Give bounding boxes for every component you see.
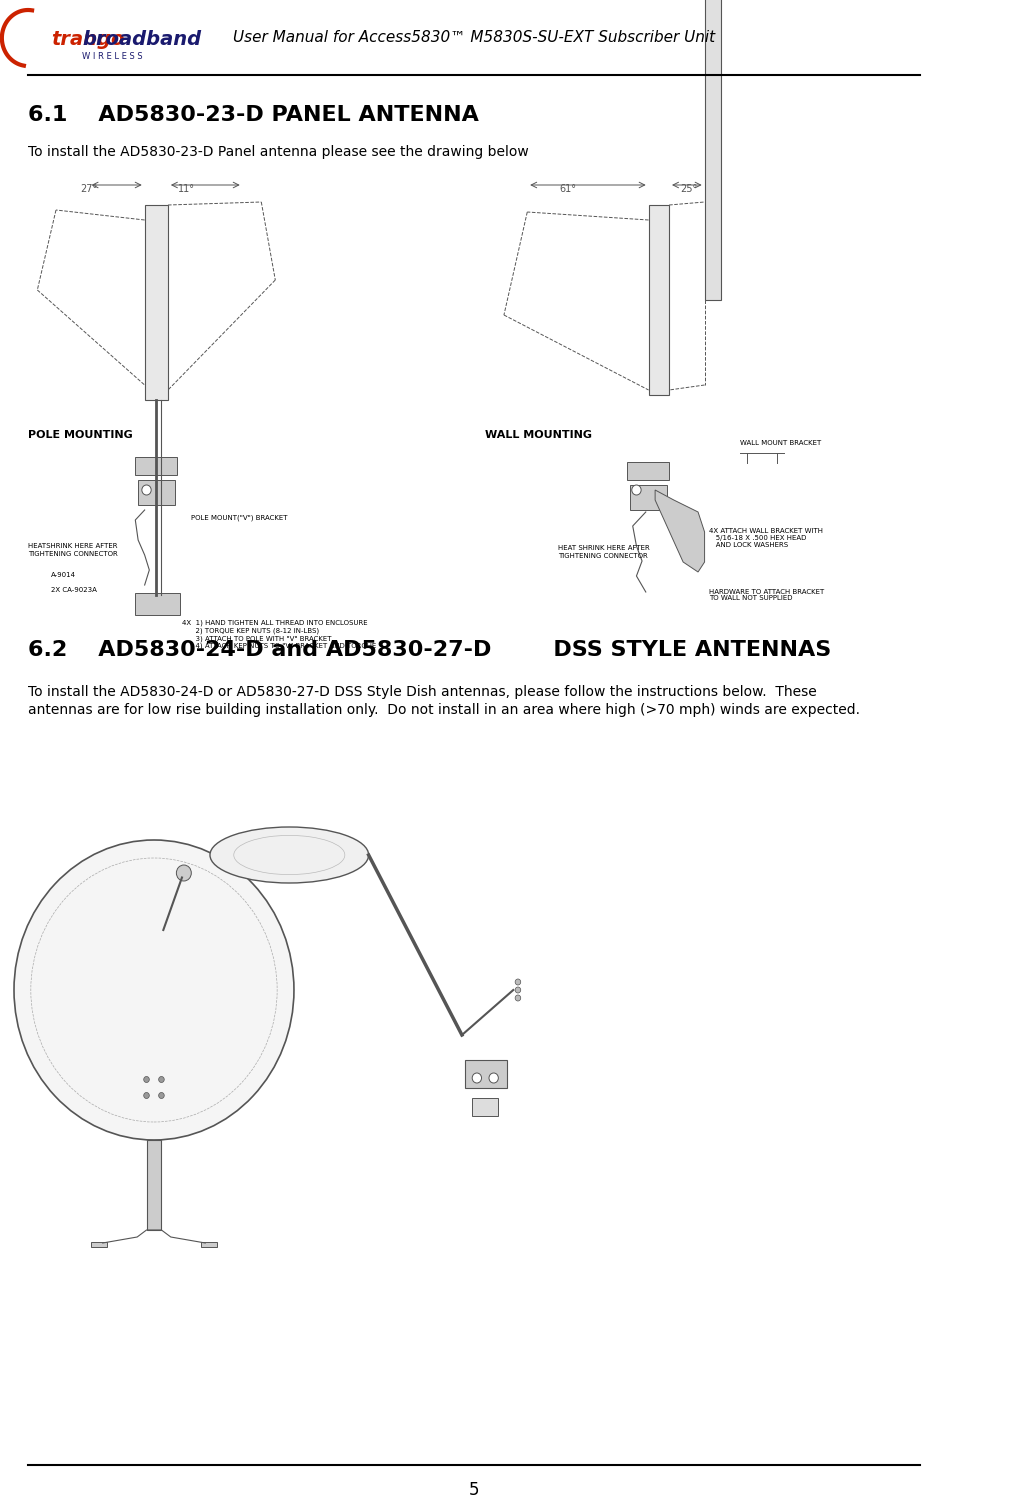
Circle shape xyxy=(177,865,191,881)
Bar xyxy=(200,1242,217,1246)
Text: 6.1    AD5830-23-D PANEL ANTENNA: 6.1 AD5830-23-D PANEL ANTENNA xyxy=(28,106,479,125)
Text: POLE MOUNTING: POLE MOUNTING xyxy=(28,430,133,441)
Text: WALL MOUNTING: WALL MOUNTING xyxy=(486,430,592,441)
Bar xyxy=(472,1099,498,1117)
Circle shape xyxy=(143,1093,149,1099)
Text: trango: trango xyxy=(52,30,125,48)
Bar xyxy=(146,1139,162,1230)
Text: POLE MOUNT("V") BRACKET: POLE MOUNT("V") BRACKET xyxy=(191,515,288,521)
Text: antennas are for low rise building installation only.  Do not install in an area: antennas are for low rise building insta… xyxy=(28,703,860,717)
Circle shape xyxy=(515,979,521,985)
Text: 11°: 11° xyxy=(178,184,195,195)
Bar xyxy=(90,1242,108,1246)
Circle shape xyxy=(158,1076,165,1082)
Circle shape xyxy=(142,484,151,495)
Ellipse shape xyxy=(210,827,369,883)
Circle shape xyxy=(632,484,641,495)
Text: User Manual for Access5830™ M5830S-SU-EXT Subscriber Unit: User Manual for Access5830™ M5830S-SU-EX… xyxy=(233,30,715,45)
Circle shape xyxy=(143,1076,149,1082)
Text: 25°: 25° xyxy=(680,184,697,195)
Text: 4X ATTACH WALL BRACKET WITH
   5/16-18 X .500 HEX HEAD
   AND LOCK WASHERS: 4X ATTACH WALL BRACKET WITH 5/16-18 X .5… xyxy=(709,528,823,548)
Circle shape xyxy=(158,1093,165,1099)
Bar xyxy=(138,480,176,506)
Text: HEATSHRINK HERE AFTER
TIGHTENING CONNECTOR: HEATSHRINK HERE AFTER TIGHTENING CONNECT… xyxy=(28,543,118,557)
Text: 61°: 61° xyxy=(559,184,576,195)
Circle shape xyxy=(472,1073,482,1083)
Bar xyxy=(630,484,668,510)
Text: 5: 5 xyxy=(468,1480,480,1498)
Circle shape xyxy=(489,1073,498,1083)
Bar xyxy=(135,457,178,475)
Bar xyxy=(135,593,180,616)
Circle shape xyxy=(515,987,521,993)
Text: 4X  1) HAND TIGHTEN ALL THREAD INTO ENCLOSURE
      2) TORQUE KEP NUTS (8-12 IN-: 4X 1) HAND TIGHTEN ALL THREAD INTO ENCLO… xyxy=(182,620,376,649)
Bar xyxy=(627,462,670,480)
Bar xyxy=(464,1059,507,1088)
Bar xyxy=(704,0,721,300)
Text: HEAT SHRINK HERE AFTER
TIGHTENING CONNECTOR: HEAT SHRINK HERE AFTER TIGHTENING CONNEC… xyxy=(558,545,650,558)
Text: HARDWARE TO ATTACH BRACKET
TO WALL NOT SUPPLIED: HARDWARE TO ATTACH BRACKET TO WALL NOT S… xyxy=(709,589,825,602)
Text: 6.2    AD5830-24-D and AD5830-27-D        DSS STYLE ANTENNAS: 6.2 AD5830-24-D and AD5830-27-D DSS STYL… xyxy=(28,640,831,659)
Polygon shape xyxy=(655,490,704,572)
Text: W I R E L E S S: W I R E L E S S xyxy=(82,51,143,60)
Text: 27°: 27° xyxy=(80,184,98,195)
Circle shape xyxy=(14,841,294,1139)
Text: To install the AD5830-23-D Panel antenna please see the drawing below: To install the AD5830-23-D Panel antenna… xyxy=(28,145,528,158)
Text: To install the AD5830-24-D or AD5830-27-D DSS Style Dish antennas, please follow: To install the AD5830-24-D or AD5830-27-… xyxy=(28,685,817,699)
Bar xyxy=(648,205,670,395)
Text: A-9014: A-9014 xyxy=(52,572,76,578)
Circle shape xyxy=(515,994,521,1000)
Bar xyxy=(144,205,168,400)
Text: broadband: broadband xyxy=(82,30,201,48)
Text: 2X CA-9023A: 2X CA-9023A xyxy=(52,587,98,593)
Text: WALL MOUNT BRACKET: WALL MOUNT BRACKET xyxy=(740,441,821,447)
